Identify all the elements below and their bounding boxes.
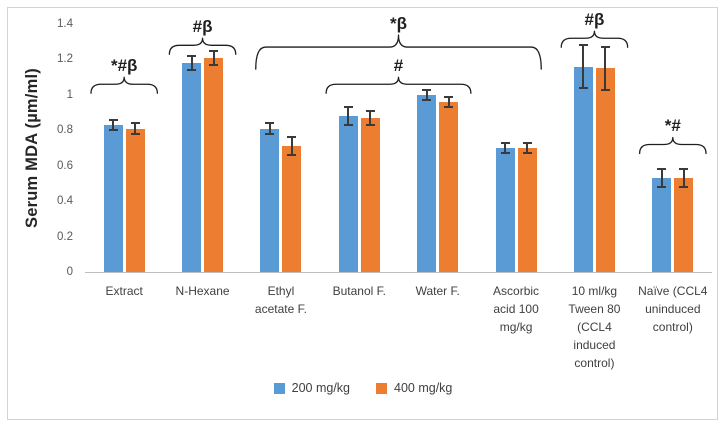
error-bar-200-mg-kg-10-ml-kg-tween-80-ccl4-i	[582, 45, 585, 88]
error-bar-cap-bottom	[365, 124, 375, 126]
bar-200-mg-kg-ethyl-acetate-f	[260, 128, 280, 272]
category-label-n-hexane: N-Hexane	[175, 284, 230, 298]
y-tick-label-0.2: 0.2	[57, 230, 73, 243]
significance-label-1: #β	[192, 17, 213, 37]
error-bar-cap-top	[187, 54, 197, 57]
error-bar-200-mg-kg-butanol-f	[347, 107, 350, 125]
category-label-na-ve-ccl4-uninduced-con: Naïve (CCL4 uninduced control)	[638, 284, 708, 334]
legend: 200 mg/kg 400 mg/kg	[0, 378, 726, 398]
y-tick-label-0.6: 0.6	[57, 159, 73, 172]
y-tick-label-1: 1	[66, 88, 73, 101]
error-bar-200-mg-kg-n-hexane	[190, 55, 193, 71]
error-bar-cap-top	[600, 46, 610, 49]
bar-200-mg-kg-na-ve-ccl4-uninduced-con	[652, 178, 672, 272]
bar-400-mg-kg-butanol-f	[360, 117, 380, 272]
error-bar-cap-bottom	[522, 152, 532, 155]
bar-200-mg-kg-butanol-f	[338, 116, 358, 272]
error-bar-cap-top	[657, 168, 667, 171]
y-tick-label-0: 0	[66, 266, 73, 278]
significance-label-4: #β	[584, 10, 605, 30]
error-bar-400-mg-kg-ascorbic-acid-100-mg-kg	[526, 142, 529, 154]
significance-label-5: *#	[664, 116, 681, 136]
error-bar-400-mg-kg-10-ml-kg-tween-80-ccl4-i	[604, 47, 607, 90]
significance-label-2: *β	[390, 14, 407, 34]
y-tick-label-0.8: 0.8	[57, 124, 73, 137]
error-bar-cap-bottom	[343, 124, 353, 126]
error-bar-cap-bottom	[108, 129, 118, 132]
error-bar-cap-top	[343, 106, 353, 109]
error-bar-200-mg-kg-na-ve-ccl4-uninduced-con	[660, 169, 663, 187]
category-label-extract: Extract	[105, 284, 143, 298]
error-bar-cap-top	[265, 122, 275, 125]
bar-400-mg-kg-n-hexane	[204, 57, 224, 272]
y-axis-title: Serum MDA (µm/ml)	[23, 68, 41, 228]
category-label-10-ml-kg-tween-80-ccl4-i: 10 ml/kg Tween 80 (CCL4 induced control)	[568, 284, 621, 370]
error-bar-cap-top	[209, 49, 219, 52]
error-bar-cap-bottom	[187, 69, 197, 72]
y-tick-label-1.2: 1.2	[57, 53, 73, 66]
error-bar-400-mg-kg-extract	[134, 123, 137, 134]
category-label-ascorbic-acid-100-mg-kg: Ascorbic acid 100 mg/kg	[493, 284, 540, 334]
bar-200-mg-kg-n-hexane	[182, 63, 202, 272]
error-bar-400-mg-kg-water-f	[447, 96, 450, 108]
legend-item-200mgkg: 200 mg/kg	[273, 381, 350, 395]
y-tick-label-1.4: 1.4	[57, 18, 73, 31]
error-bar-cap-bottom	[657, 185, 667, 188]
error-bar-cap-top	[422, 88, 432, 91]
error-bar-cap-top	[365, 109, 375, 112]
bar-400-mg-kg-water-f	[439, 101, 459, 272]
error-bar-200-mg-kg-ethyl-acetate-f	[268, 123, 271, 134]
category-label-ethyl-acetate-f: Ethyl acetate F.	[254, 284, 307, 316]
bar-400-mg-kg-extract	[125, 128, 145, 272]
legend-swatch-400mgkg-icon	[376, 382, 387, 394]
error-bar-cap-top	[130, 122, 140, 125]
y-tick-label-0.4: 0.4	[57, 195, 73, 208]
error-bar-cap-top	[522, 141, 532, 144]
bar-200-mg-kg-10-ml-kg-tween-80-ccl4-i	[573, 66, 593, 272]
error-bar-cap-top	[500, 141, 510, 144]
error-bar-cap-bottom	[578, 86, 588, 89]
bar-400-mg-kg-na-ve-ccl4-uninduced-con	[674, 178, 694, 272]
error-bar-cap-top	[679, 168, 689, 171]
legend-swatch-200mgkg-icon	[273, 382, 285, 394]
error-bar-cap-bottom	[130, 132, 140, 135]
bar-400-mg-kg-10-ml-kg-tween-80-ccl4-i	[595, 68, 615, 272]
error-bar-400-mg-kg-ethyl-acetate-f	[290, 137, 293, 156]
significance-label-3: #	[393, 56, 404, 76]
error-bar-cap-bottom	[600, 88, 610, 91]
category-label-water-f: Water F.	[415, 284, 460, 298]
bar-400-mg-kg-ascorbic-acid-100-mg-kg	[517, 148, 537, 272]
error-bar-400-mg-kg-n-hexane	[212, 50, 215, 65]
error-bar-cap-bottom	[422, 99, 432, 102]
error-bar-cap-top	[444, 95, 454, 98]
x-axis-line	[85, 272, 712, 273]
error-bar-200-mg-kg-ascorbic-acid-100-mg-kg	[504, 142, 507, 154]
error-bar-cap-bottom	[679, 185, 689, 188]
error-bar-cap-bottom	[209, 63, 219, 66]
error-bar-200-mg-kg-extract	[112, 119, 115, 131]
category-label-butanol-f: Butanol F.	[332, 284, 386, 298]
legend-label-400mgkg: 400 mg/kg	[394, 381, 453, 395]
error-bar-cap-bottom	[500, 152, 510, 155]
error-bar-cap-bottom	[265, 132, 275, 135]
error-bar-cap-top	[287, 136, 297, 139]
error-bar-cap-bottom	[444, 106, 454, 109]
bar-400-mg-kg-ethyl-acetate-f	[282, 146, 302, 272]
legend-label-200mgkg: 200 mg/kg	[291, 381, 350, 395]
error-bar-cap-top	[578, 44, 588, 47]
significance-label-0: *#β	[110, 56, 138, 76]
error-bar-400-mg-kg-na-ve-ccl4-uninduced-con	[682, 169, 685, 187]
bar-200-mg-kg-water-f	[417, 94, 437, 272]
error-bar-400-mg-kg-butanol-f	[369, 110, 372, 125]
legend-item-400mgkg: 400 mg/kg	[376, 381, 452, 395]
error-bar-cap-top	[108, 118, 118, 121]
error-bar-cap-bottom	[287, 154, 297, 157]
bar-200-mg-kg-extract	[103, 125, 123, 272]
error-bar-200-mg-kg-water-f	[425, 89, 428, 101]
bar-200-mg-kg-ascorbic-acid-100-mg-kg	[495, 148, 515, 272]
